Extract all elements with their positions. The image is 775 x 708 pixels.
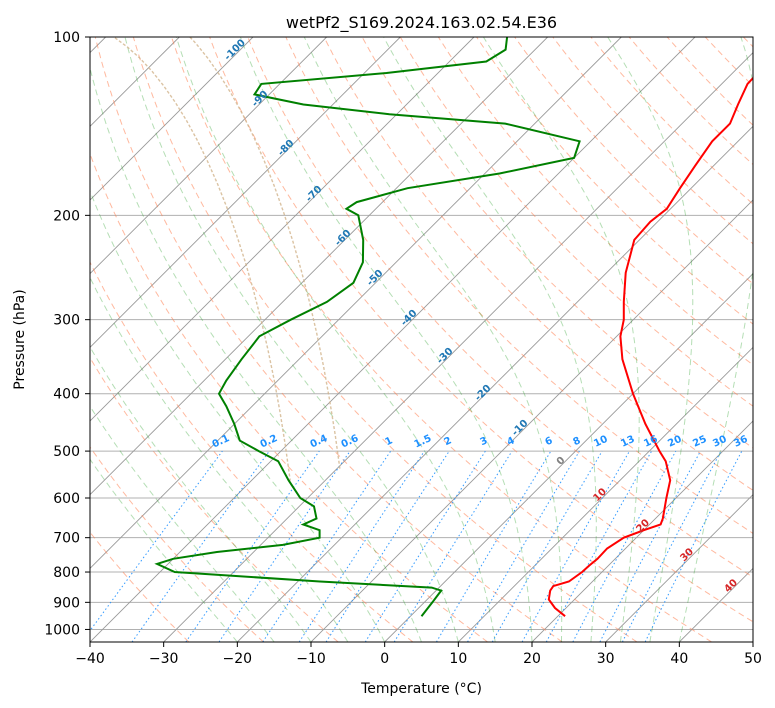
- moist-adiabat: [90, 276, 349, 642]
- x-tick-label: −40: [75, 651, 105, 667]
- dry-adiabat: [437, 37, 753, 366]
- dry-adiabat: [90, 152, 488, 642]
- x-tick-label: −30: [149, 651, 179, 667]
- dry-adiabat: [285, 37, 753, 535]
- moist-adiabat: [90, 458, 238, 642]
- dry-adiabat: [170, 37, 712, 642]
- isotherm: [90, 37, 254, 201]
- background-lines: [90, 37, 753, 642]
- moist-adiabat: [90, 345, 312, 642]
- dry-adiabat: [94, 37, 563, 642]
- mixing-ratio-label: 25: [691, 434, 708, 450]
- isotherm: [384, 273, 753, 642]
- y-tick-label: 300: [53, 313, 80, 329]
- mixing-ratio-line: [545, 450, 653, 642]
- x-tick-label: 30: [597, 651, 615, 667]
- dry-adiabat: [361, 37, 753, 449]
- dry-adiabat: [399, 37, 753, 407]
- isotherm: [90, 37, 475, 422]
- mixing-ratio-label: 16: [642, 434, 659, 450]
- dry-adiabat: [90, 260, 414, 642]
- mixing-ratio-label: 20: [666, 434, 683, 450]
- x-axis-ticks: −40 −30 −20 −10 0 10 20 30 40 50: [75, 642, 762, 667]
- moist-adiabat: [482, 37, 640, 642]
- y-axis-ticks: 100 200 300 400 500 600 700 800 900 1000: [44, 30, 90, 638]
- dry-adiabat: [132, 37, 638, 642]
- moist-adiabat: [383, 37, 597, 642]
- mixing-ratio-label: 36: [732, 434, 749, 450]
- moist-adiabat: [303, 37, 563, 642]
- mixing-ratio-label: 6: [543, 435, 554, 448]
- mixing-ratio-label: 2: [442, 435, 453, 448]
- isotherm: [90, 37, 548, 496]
- y-tick-label: 400: [53, 387, 80, 403]
- y-tick-label: 100: [53, 30, 80, 46]
- y-tick-label: 500: [53, 444, 80, 460]
- y-tick-label: 700: [53, 531, 80, 547]
- x-tick-label: −10: [296, 651, 326, 667]
- isotherm: [90, 37, 622, 569]
- mixing-ratio-line: [325, 450, 450, 642]
- moist-adiabat: [175, 37, 496, 642]
- moist-adiabat: [90, 65, 422, 642]
- mixing-ratio-line: [521, 450, 630, 642]
- y-tick-label: 1000: [44, 622, 80, 638]
- mixing-ratio-label: 10: [592, 434, 609, 450]
- profile-series: [154, 37, 753, 617]
- mixing-ratio-line: [393, 450, 513, 642]
- x-tick-label: −20: [223, 651, 253, 667]
- plot-frame: [89, 36, 754, 643]
- dry-adiabat: [590, 37, 753, 205]
- tan-curve: [112, 37, 291, 481]
- mixing-ratio-line: [185, 450, 320, 642]
- x-tick-label: 40: [670, 651, 688, 667]
- chart-title: wetPf2_S169.2024.163.02.54.E36: [286, 13, 557, 33]
- y-tick-label: 800: [53, 565, 80, 581]
- mixing-ratio-line: [298, 450, 425, 642]
- mixing-ratio-line: [131, 450, 270, 642]
- plot-area: [90, 37, 753, 642]
- dry-adiabat: [90, 446, 264, 642]
- x-tick-label: 50: [744, 651, 762, 667]
- mixing-ratio-line: [90, 450, 223, 632]
- dewpoint-line: [154, 37, 581, 617]
- dry-adiabat: [552, 37, 753, 245]
- moist-adiabat: [90, 189, 386, 642]
- moist-adiabat: [124, 37, 459, 642]
- y-tick-label: 600: [53, 491, 80, 507]
- moist-adiabat: [90, 405, 275, 642]
- temperature-line: [547, 76, 753, 617]
- moist-adiabat: [607, 37, 694, 642]
- mixing-ratio-line: [572, 450, 677, 642]
- isotherm: [90, 37, 401, 348]
- mixing-ratio-label: 8: [571, 435, 582, 448]
- isotherm: [163, 52, 753, 642]
- y-tick-label: 200: [53, 208, 80, 224]
- moist-adiabat: [239, 37, 533, 642]
- mixing-ratio-label: 3: [478, 435, 489, 448]
- x-tick-label: 0: [380, 651, 389, 667]
- mixing-ratio-line: [262, 450, 392, 642]
- isotherm: [90, 37, 696, 642]
- isotherm: [458, 346, 753, 642]
- x-tick-label: 10: [449, 651, 467, 667]
- moist-adiabat: [678, 37, 753, 642]
- y-tick-label: 900: [53, 595, 80, 611]
- isotherm: [605, 494, 753, 642]
- tan-curve: [188, 37, 341, 471]
- x-axis-label: Temperature (°C): [360, 681, 482, 697]
- isotherm: [90, 37, 327, 275]
- isotherm: [237, 125, 753, 642]
- isotherm: [531, 420, 753, 642]
- mixing-ratio-line: [218, 450, 351, 642]
- dry-adiabat: [247, 37, 753, 578]
- x-tick-label: 20: [523, 651, 541, 667]
- mixing-ratio-label: 1: [383, 435, 394, 448]
- y-axis-label: Pressure (hPa): [12, 289, 28, 389]
- mixing-ratio-label: 13: [619, 434, 636, 450]
- mixing-ratio-label: 4: [505, 435, 516, 448]
- mixing-ratio-line: [644, 450, 743, 642]
- mixing-ratio-label: 30: [711, 434, 728, 450]
